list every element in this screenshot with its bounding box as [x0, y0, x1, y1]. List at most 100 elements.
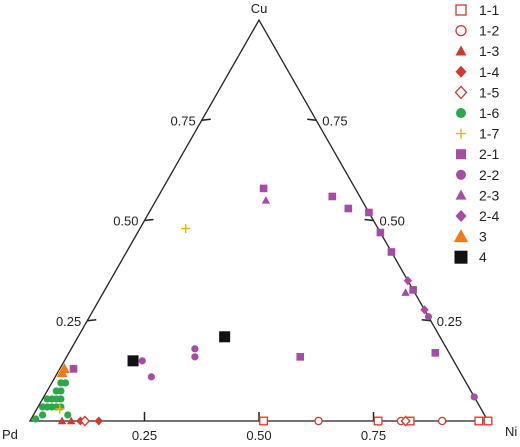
data-point	[32, 415, 40, 423]
data-point	[409, 286, 417, 294]
legend-marker	[454, 85, 468, 100]
data-point	[314, 416, 323, 426]
legend-label: 2-2	[479, 167, 499, 183]
tick-label-left: 0.25	[56, 314, 81, 329]
data-point	[259, 416, 269, 426]
series-1-1	[259, 416, 493, 426]
legend-item-3: 3	[453, 229, 487, 245]
data-point	[403, 276, 413, 286]
data-point	[94, 416, 103, 426]
data-point	[79, 415, 91, 427]
series-2-2	[138, 313, 478, 401]
data-point	[55, 404, 65, 414]
data-points	[32, 184, 493, 427]
data-point	[181, 224, 191, 234]
data-point	[38, 411, 47, 419]
data-point	[57, 387, 65, 395]
vertex-label-right: Ni	[505, 424, 517, 439]
data-point	[344, 204, 353, 213]
legend-marker	[454, 250, 468, 264]
legend-label: 2-3	[479, 187, 499, 203]
data-point	[67, 416, 76, 425]
data-point	[261, 196, 271, 204]
legend: 1-1 1-2 1-3 1-4 1-5 1-6 1-7 2-1 2-2 2-3 2-4 3 4	[453, 2, 499, 265]
data-point	[259, 184, 268, 193]
data-point	[474, 416, 484, 426]
data-point	[127, 355, 139, 367]
series-2-3	[261, 196, 410, 296]
tick-labels: 0.25 0.25 0.25 0.50 0.50 0.50 0.75 0.75 0.75	[56, 113, 462, 443]
data-point	[58, 363, 70, 374]
legend-marker	[455, 189, 467, 200]
legend-item-1-5: 1-5	[454, 84, 499, 100]
tick-label-right: 0.25	[437, 314, 462, 329]
vertex-label-left: Pd	[2, 427, 18, 442]
legend-item-1-7: 1-7	[456, 126, 499, 142]
data-point	[376, 228, 385, 237]
legend-item-2-4: 2-4	[455, 208, 499, 224]
data-point	[219, 331, 231, 343]
legend-item-1-3: 1-3	[455, 43, 499, 59]
data-point	[431, 349, 440, 357]
legend-marker	[455, 24, 467, 37]
legend-item-2-2: 2-2	[456, 167, 499, 183]
legend-label: 1-1	[479, 2, 499, 18]
data-point	[420, 305, 429, 315]
legend-label: 1-3	[479, 43, 499, 59]
legend-item-2-1: 2-1	[456, 146, 499, 162]
legend-marker	[456, 108, 466, 118]
ternary-axes	[28, 18, 490, 422]
data-point	[373, 416, 383, 426]
legend-marker	[456, 149, 466, 160]
tick-right	[421, 319, 431, 322]
legend-label: 1-7	[479, 126, 499, 142]
tick-left	[201, 118, 211, 121]
tick-label-bottom: 0.25	[132, 428, 157, 443]
triangle-frame	[28, 18, 490, 422]
legend-item-1-4: 1-4	[455, 64, 499, 80]
legend-item-1-2: 1-2	[455, 23, 499, 39]
data-point	[365, 208, 373, 217]
tick-label-right: 0.75	[322, 113, 347, 128]
legend-marker	[455, 65, 467, 78]
legend-item-2-3: 2-3	[455, 187, 499, 203]
data-point	[69, 365, 78, 373]
series-3	[56, 363, 70, 378]
tick-right	[364, 218, 374, 222]
data-point	[328, 192, 337, 201]
data-point	[191, 345, 199, 353]
legend-label: 1-4	[479, 64, 499, 80]
data-point	[147, 373, 155, 381]
vertex-label-top: Cu	[251, 1, 268, 16]
data-point	[138, 357, 146, 365]
data-point	[296, 353, 305, 361]
legend-label: 1-2	[479, 23, 499, 39]
tick-label-left: 0.50	[113, 214, 138, 229]
legend-label: 4	[479, 249, 487, 265]
legend-marker	[453, 229, 469, 243]
data-point	[61, 379, 70, 387]
tick-label-right: 0.50	[380, 214, 405, 229]
series-2-1	[69, 184, 440, 373]
data-point	[424, 313, 433, 321]
series-1-3	[57, 416, 76, 425]
legend-marker	[455, 45, 467, 56]
data-point	[470, 393, 478, 401]
legend-label: 2-4	[479, 208, 499, 224]
tick-left	[87, 319, 97, 322]
data-point	[64, 411, 72, 419]
tick-left	[144, 218, 154, 222]
legend-marker	[456, 169, 466, 180]
data-point	[57, 416, 67, 425]
tick-right	[307, 118, 317, 121]
legend-marker	[455, 210, 467, 222]
data-point	[437, 416, 447, 426]
series-1-6	[32, 379, 72, 423]
legend-label: 1-5	[479, 84, 499, 100]
data-point	[401, 288, 410, 296]
data-point	[57, 395, 65, 403]
data-point	[483, 416, 493, 426]
legend-marker	[455, 4, 467, 16]
legend-item-1-6: 1-6	[456, 105, 499, 121]
